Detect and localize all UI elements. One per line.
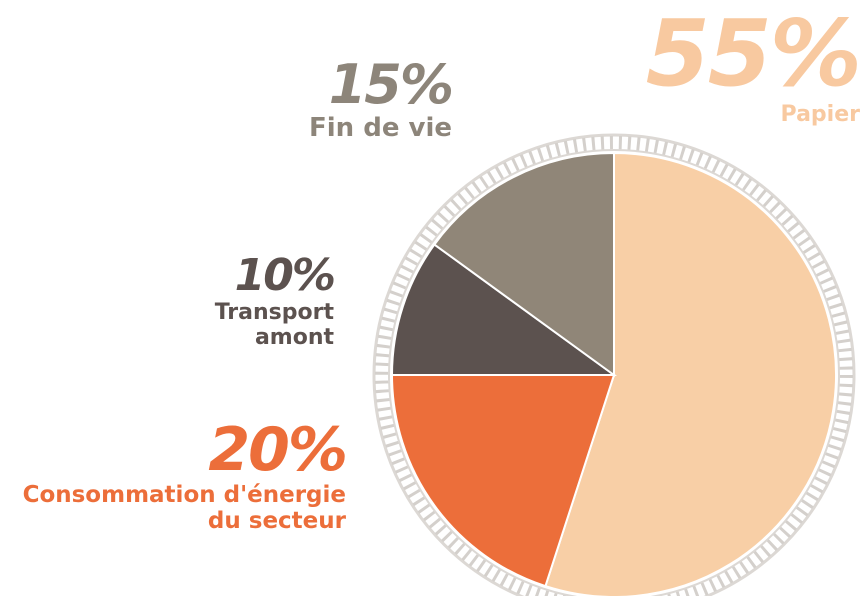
pie-slice	[390, 243, 618, 376]
ring-pattern	[375, 136, 853, 596]
category-label: Transport amont	[214, 300, 334, 351]
pie-slice	[544, 151, 837, 596]
ring-inner	[388, 149, 840, 596]
pie-slice	[433, 151, 615, 377]
category-label: Consommation d'énergie du secteur	[22, 482, 346, 535]
value-label: 20%	[208, 415, 348, 485]
value-label: 10%	[234, 250, 336, 301]
category-label: Fin de vie	[308, 113, 452, 143]
value-label: 15%	[328, 53, 454, 116]
ring-outer	[372, 133, 856, 596]
value-label: 55%	[645, 0, 862, 107]
pie-slice	[390, 374, 616, 588]
category-label: Papier	[780, 102, 860, 127]
